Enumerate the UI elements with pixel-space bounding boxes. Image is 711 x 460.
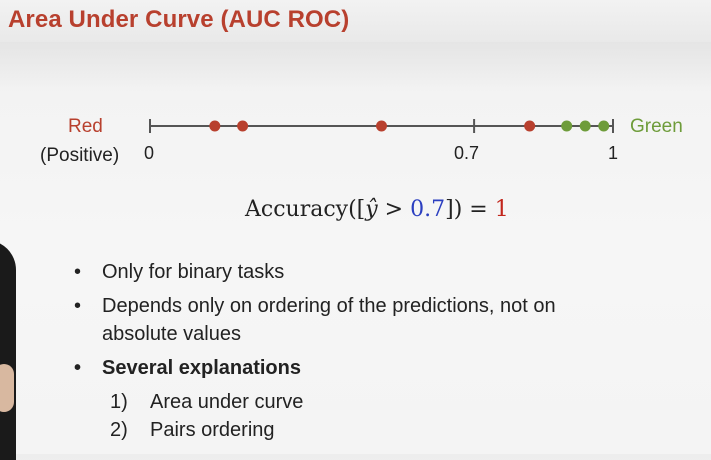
red-label: Red: [68, 116, 103, 137]
slide-title: Area Under Curve (AUC ROC): [8, 6, 350, 33]
bullet-item: • Only for binary tasks: [70, 258, 670, 286]
background-ghost: [0, 42, 711, 92]
accuracy-formula: Accuracy([ŷ > 0.7]) = 1: [245, 197, 509, 222]
tick-label-0: 0: [144, 143, 155, 163]
green-point: [579, 120, 591, 132]
sub-item-number: 1): [110, 391, 128, 413]
red-point: [237, 120, 249, 132]
green-point: [598, 120, 610, 132]
bullet-text: Several explanations: [102, 357, 301, 379]
formula-prefix: Accuracy([: [245, 197, 366, 222]
sub-item-number: 2): [110, 419, 128, 441]
bullet-list: • Only for binary tasks • Depends only o…: [70, 258, 670, 444]
title-bar: [0, 0, 711, 42]
bullet-marker: •: [74, 295, 82, 317]
sub-item: 1) Area under curve: [70, 388, 670, 416]
sub-item-text: Pairs ordering: [150, 419, 275, 441]
red-point: [209, 120, 221, 132]
formula-gt: >: [377, 197, 411, 222]
bullet-marker: •: [74, 357, 82, 379]
formula-threshold: 0.7: [410, 197, 446, 222]
bullet-item: • Depends only on ordering of the predic…: [70, 292, 670, 348]
tick-label-1: 1: [608, 143, 619, 163]
tick-label-threshold: 0.7: [454, 143, 480, 163]
green-point: [561, 120, 573, 132]
bullet-item: • Several explanations: [70, 354, 670, 382]
formula-result: 1: [494, 197, 509, 222]
red-point: [524, 120, 536, 132]
formula-suffix: ]) =: [445, 197, 495, 222]
bullet-text: Only for binary tasks: [102, 261, 285, 283]
presenter-hand: [0, 364, 14, 412]
bullet-marker: •: [74, 261, 82, 283]
formula-yhat: ŷ: [365, 197, 378, 222]
red-point: [376, 120, 387, 132]
sub-item-text: Area under curve: [150, 391, 304, 413]
sub-item: 2) Pairs ordering: [70, 416, 670, 444]
bullet-text: Depends only on ordering of the predicti…: [102, 295, 556, 345]
green-label: Green: [630, 116, 683, 137]
positive-label: (Positive): [40, 145, 120, 166]
presenter-silhouette: [0, 240, 16, 460]
